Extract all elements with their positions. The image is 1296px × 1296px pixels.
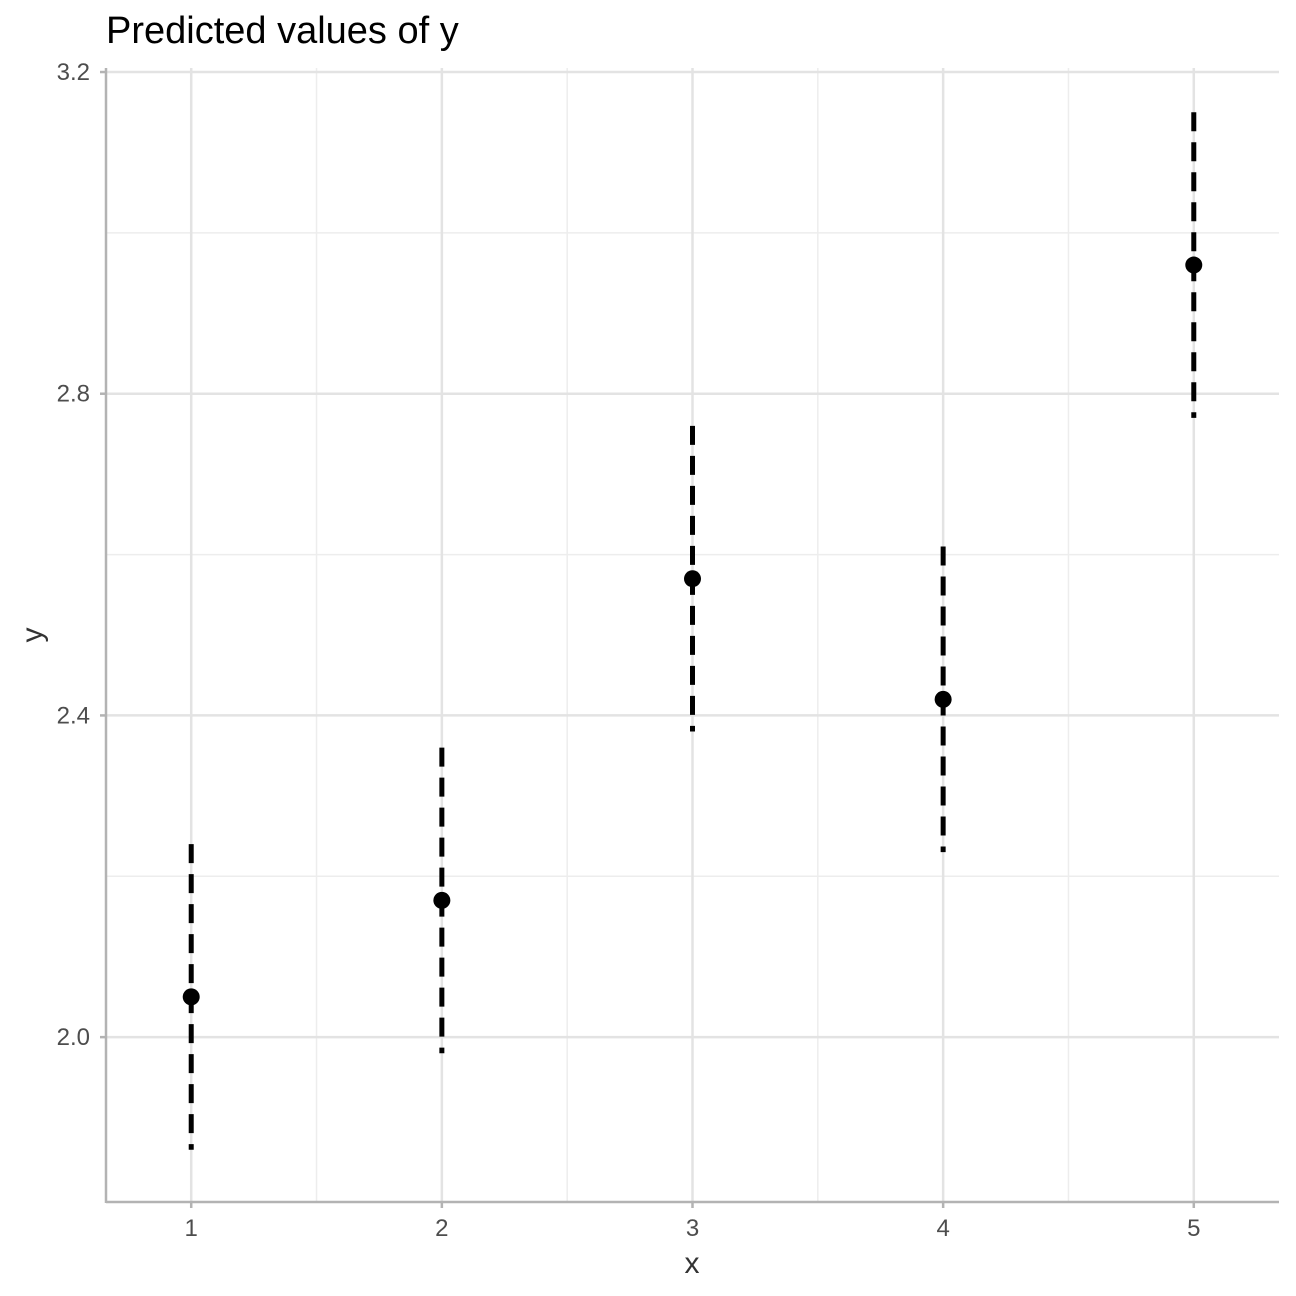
- x-tick-label: 2: [435, 1215, 448, 1242]
- x-axis-title: x: [685, 1247, 700, 1280]
- chart-title: Predicted values of y: [106, 10, 459, 52]
- grid-major: [106, 68, 1279, 1202]
- y-tick-label: 2.4: [57, 702, 90, 729]
- data-point: [433, 891, 451, 909]
- x-tick-label: 5: [1187, 1215, 1200, 1242]
- x-tick-label: 3: [686, 1215, 699, 1242]
- data-point: [934, 690, 952, 708]
- x-tick-labels: 1 2 3 4 5: [185, 1202, 1200, 1242]
- x-tick-label: 1: [185, 1215, 198, 1242]
- data-point: [182, 988, 200, 1006]
- y-tick-label: 2.0: [57, 1024, 90, 1051]
- data-points: [182, 256, 1203, 1006]
- data-point: [1185, 256, 1203, 274]
- y-axis-title: y: [16, 628, 49, 643]
- data-point: [684, 570, 701, 588]
- y-tick-label: 3.2: [57, 59, 90, 86]
- x-tick-label: 4: [936, 1215, 949, 1242]
- y-tick-label: 2.8: [57, 381, 90, 408]
- y-tick-labels: 2.0 2.4 2.8 3.2: [57, 59, 106, 1051]
